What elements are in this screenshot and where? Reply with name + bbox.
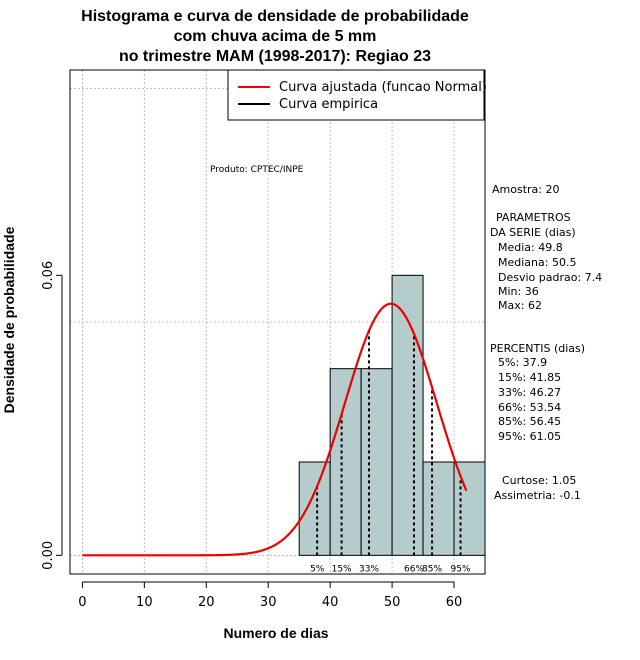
stat-line: 15%: 41.85 <box>498 371 561 384</box>
legend-box <box>227 69 485 121</box>
x-tick-label: 60 <box>446 595 463 610</box>
histogram-bar <box>391 274 424 556</box>
x-tick-label: 50 <box>384 595 401 610</box>
stat-line: Min: 36 <box>498 285 539 298</box>
stat-line: 66%: 53.54 <box>498 401 561 414</box>
histogram-bar <box>453 461 486 556</box>
histogram-bar <box>360 368 393 556</box>
statistics-panel: Amostra: 20 PARAMETROS DA SERIE (dias) Medi… <box>490 183 602 502</box>
stat-line: Max: 62 <box>498 299 542 312</box>
stat-line: 5%: 37.9 <box>498 356 547 369</box>
normal-curve <box>82 302 468 557</box>
legend-label: Curva ajustada (funcao Normal) <box>279 80 487 95</box>
stat-line: 33%: 46.27 <box>498 386 561 399</box>
x-axis-label: Numero de dias <box>223 625 328 641</box>
product-annotation: Produto: CPTEC/INPE <box>210 165 304 175</box>
chart-title: Histograma e curva de densidade de proba… <box>81 8 469 65</box>
legend: Curva ajustada (funcao Normal) Curva empi… <box>227 69 487 121</box>
stat-line: Desvio padrao: 7.4 <box>498 271 602 284</box>
percentile-lines: 5% 15% 33% 66%85% 95% <box>310 330 471 574</box>
stat-line: 85%: 56.45 <box>498 415 561 428</box>
stat-line: 95%: 61.05 <box>498 430 561 443</box>
x-tick-label: 40 <box>322 595 339 610</box>
stat-line: Media: 49.8 <box>498 241 563 254</box>
stat-line: PARAMETROS <box>496 211 571 224</box>
histogram-bar <box>329 368 362 556</box>
stat-line: Amostra: 20 <box>492 183 559 196</box>
histogram-bar <box>298 461 331 556</box>
x-tick-label: 20 <box>198 595 215 610</box>
y-tick-label: 0.00 <box>41 541 56 570</box>
y-tick-label: 0.06 <box>41 261 56 290</box>
axes: 0 10 20 30 40 50 60 0.00 0.06 <box>41 261 462 610</box>
histogram-bars <box>298 274 486 556</box>
percentile-label: 95% <box>451 564 471 574</box>
percentile-label: 66% <box>404 564 424 574</box>
stat-line: DA SERIE (dias) <box>490 226 576 239</box>
stat-line: Curtose: 1.05 <box>502 474 576 487</box>
stat-line: PERCENTIS (dias) <box>490 342 585 355</box>
x-tick-label: 30 <box>260 595 277 610</box>
percentile-label: 15% <box>332 564 352 574</box>
legend-label: Curva empirica <box>279 97 378 112</box>
stat-line: Assimetria: -0.1 <box>494 489 581 502</box>
x-tick-label: 10 <box>136 595 153 610</box>
y-axis-label: Densidade de probabilidade <box>1 226 17 413</box>
normal-curve-line <box>82 302 468 557</box>
percentile-label: 33% <box>359 564 379 574</box>
percentile-label: 85% <box>422 564 442 574</box>
chart-title-line: com chuva acima de 5 mm <box>174 28 377 45</box>
percentile-label: 5% <box>310 564 325 574</box>
chart-title-line: no trimestre MAM (1998-2017): Regiao 23 <box>119 48 431 65</box>
chart-title-line: Histograma e curva de densidade de proba… <box>81 8 469 25</box>
histogram-bar <box>422 461 455 556</box>
stat-line: Mediana: 50.5 <box>498 256 576 269</box>
x-tick-label: 0 <box>78 595 86 610</box>
